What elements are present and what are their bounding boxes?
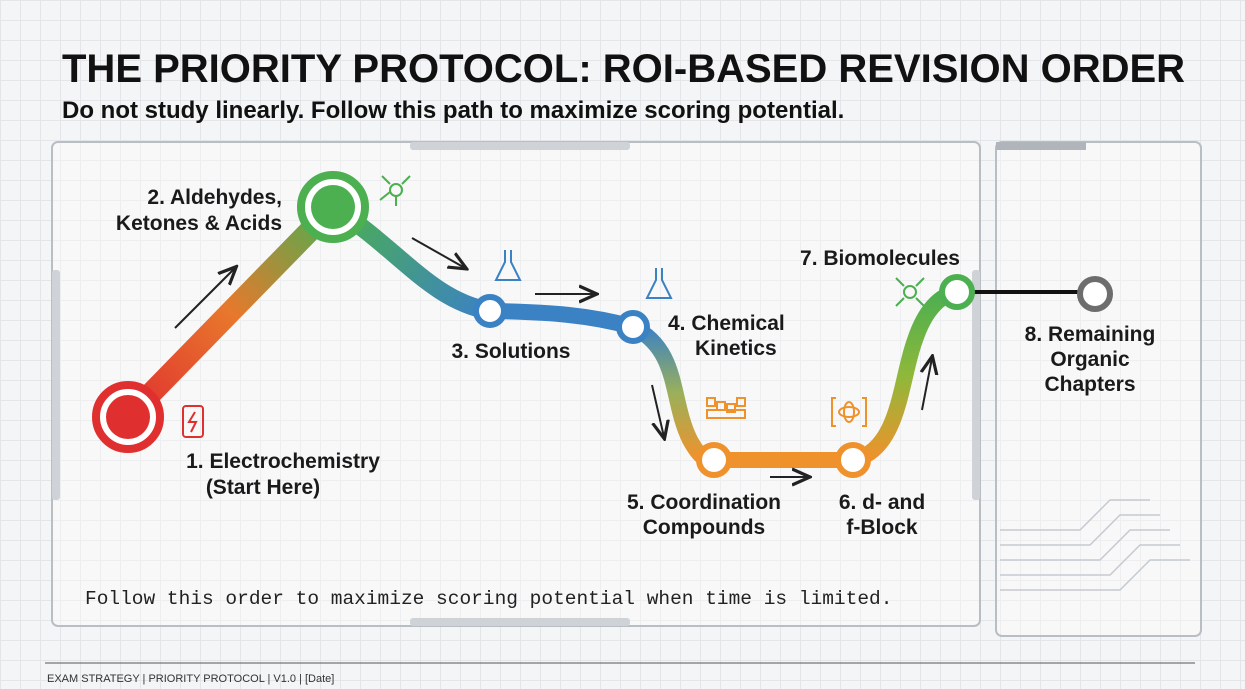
node-label: Chapters [1044, 373, 1135, 396]
node-label: Compounds [643, 516, 765, 539]
path-segment [845, 284, 965, 468]
node-label: 1. Electrochemistry [186, 450, 380, 473]
node-markers [92, 171, 1113, 478]
note: Follow this order to maximize scoring po… [85, 588, 892, 610]
node-label: Ketones & Acids [116, 212, 282, 235]
frame-tab [410, 618, 630, 626]
frame-tab [972, 270, 980, 500]
node-label: 5. Coordination [627, 491, 781, 514]
node-label: Kinetics [695, 337, 777, 360]
node-label: 6. d- and [839, 491, 925, 514]
footer: EXAM STRATEGY | PRIORITY PROTOCOL | V1.0… [47, 673, 334, 685]
title: THE PRIORITY PROTOCOL: ROI-BASED REVISIO… [62, 47, 1185, 91]
node-label: f-Block [846, 516, 917, 539]
side-frame [995, 141, 1202, 637]
subtitle: Do not study linearly. Follow this path … [62, 97, 844, 124]
node-label: 7. Biomolecules [800, 247, 960, 270]
node-label: 8. Remaining [1025, 323, 1156, 346]
node-label: 2. Aldehydes, [147, 186, 282, 209]
node-label: 4. Chemical [668, 312, 785, 335]
node-label: Organic [1050, 348, 1130, 371]
circuit-decoration [1000, 499, 1190, 591]
path-segment [117, 196, 344, 428]
node-label: 3. Solutions [451, 340, 570, 363]
frame-tab [996, 142, 1086, 150]
icons [182, 175, 925, 438]
frame-tab [410, 142, 630, 150]
direction-arrows [174, 237, 932, 477]
node-label: (Start Here) [206, 476, 320, 499]
frame-tab [52, 270, 60, 500]
